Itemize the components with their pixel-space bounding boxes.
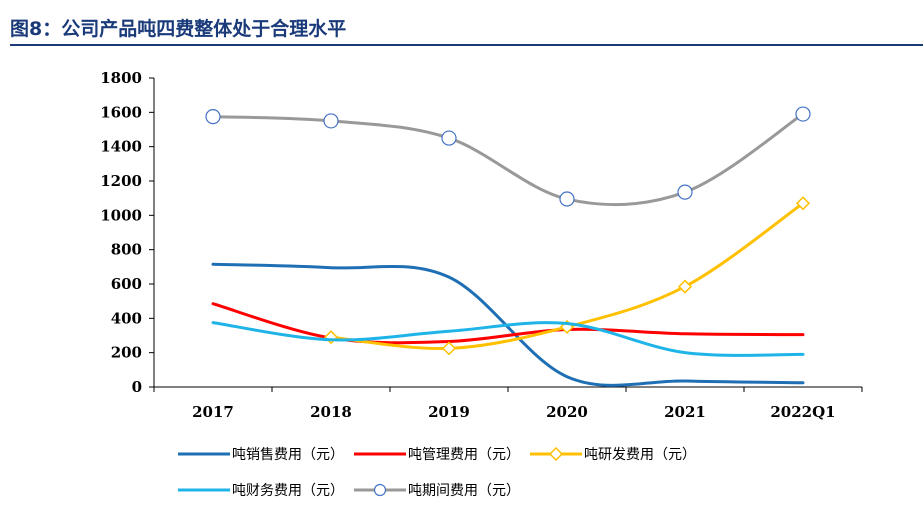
y-tick-label: 400 bbox=[111, 309, 142, 327]
series-3 bbox=[211, 321, 805, 357]
y-tick-label: 1200 bbox=[100, 172, 142, 190]
series-layer bbox=[205, 106, 811, 387]
legend-item-sales: 吨销售费用（元） bbox=[178, 444, 344, 464]
legend-row: 吨销售费用（元） 吨管理费用（元） 吨研发费用（元） bbox=[178, 436, 898, 472]
legend-row: 吨财务费用（元） 吨期间费用（元） bbox=[178, 472, 898, 508]
legend-item-rnd: 吨研发费用（元） bbox=[530, 444, 696, 464]
series-line bbox=[211, 112, 805, 207]
data-point bbox=[441, 130, 457, 146]
chart-axes: 0 200 400 600 800 1000 1200 1400 1600 1800 2017 201… bbox=[100, 69, 863, 421]
legend-label-rnd: 吨研发费用（元） bbox=[584, 447, 696, 463]
series-line bbox=[211, 262, 805, 387]
legend: 吨销售费用（元） 吨管理费用（元） 吨研发费用（元） 吨财务费用（元） 吨期间费… bbox=[178, 436, 898, 508]
data-point bbox=[677, 184, 693, 200]
y-tick-label: 1600 bbox=[100, 103, 142, 121]
legend-swatch-mgmt bbox=[354, 452, 406, 456]
legend-swatch-period bbox=[354, 483, 406, 497]
legend-item-mgmt: 吨管理费用（元） bbox=[354, 444, 520, 464]
series-1 bbox=[211, 302, 805, 345]
y-tick-label: 0 bbox=[132, 378, 142, 396]
figure-title: 图8：公司产品吨四费整体处于合理水平 bbox=[10, 18, 347, 40]
y-tick-label: 1800 bbox=[100, 69, 142, 87]
legend-swatch-rnd bbox=[530, 447, 582, 461]
legend-label-sales: 吨销售费用（元） bbox=[232, 447, 344, 463]
y-tick-label: 800 bbox=[111, 241, 142, 259]
data-point bbox=[323, 113, 339, 129]
series-4 bbox=[205, 106, 811, 207]
legend-swatch-sales bbox=[178, 452, 230, 456]
data-point bbox=[323, 330, 339, 345]
y-tick-label: 1000 bbox=[100, 206, 142, 224]
line-chart: 0 200 400 600 800 1000 1200 1400 1600 1800 2017 201… bbox=[100, 69, 863, 421]
legend-label-period: 吨期间费用（元） bbox=[408, 483, 520, 499]
y-tick-label: 1400 bbox=[100, 138, 142, 156]
legend-swatch-fin bbox=[178, 488, 230, 492]
series-0 bbox=[211, 262, 805, 387]
x-tick-label: 2017 bbox=[192, 403, 234, 421]
y-tick-label: 600 bbox=[111, 275, 142, 293]
series-2 bbox=[323, 196, 811, 356]
x-tick-label: 2021 bbox=[664, 403, 706, 421]
data-point bbox=[559, 191, 575, 207]
data-point bbox=[677, 279, 693, 294]
data-point bbox=[795, 196, 811, 211]
legend-item-fin: 吨财务费用（元） bbox=[178, 480, 344, 500]
x-tick-label: 2020 bbox=[546, 403, 588, 421]
data-point bbox=[441, 341, 457, 356]
series-line bbox=[211, 321, 805, 357]
x-tick-label: 2018 bbox=[310, 403, 352, 421]
y-tick-label: 200 bbox=[111, 344, 142, 362]
x-tick-label: 2019 bbox=[428, 403, 470, 421]
legend-item-period: 吨期间费用（元） bbox=[354, 480, 520, 500]
legend-label-fin: 吨财务费用（元） bbox=[232, 483, 344, 499]
series-line bbox=[211, 302, 805, 345]
title-rule bbox=[10, 44, 923, 46]
legend-label-mgmt: 吨管理费用（元） bbox=[408, 447, 520, 463]
x-tick-label: 2022Q1 bbox=[770, 403, 835, 421]
data-point bbox=[795, 106, 811, 122]
data-point bbox=[205, 109, 221, 125]
